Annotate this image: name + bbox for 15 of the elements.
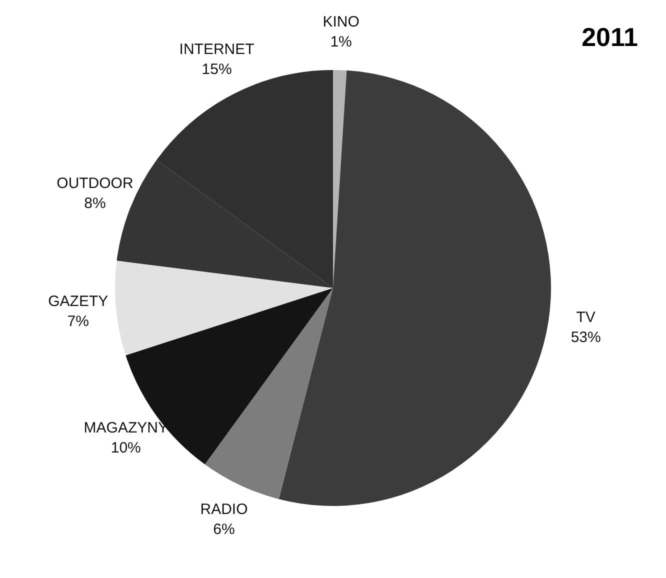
chart-title: 2011 — [582, 22, 638, 53]
slice-label: KINO — [322, 13, 360, 30]
data-label: 10% — [110, 440, 141, 457]
data-label: 53% — [570, 329, 601, 346]
slice-label: GAZETY — [48, 293, 108, 310]
data-label: 8% — [84, 194, 106, 212]
data-label: 7% — [67, 313, 89, 330]
data-label: 6% — [213, 520, 235, 538]
slice-label: INTERNET — [179, 41, 254, 58]
slice-label: MAGAZYNY — [84, 420, 168, 437]
slice-label: TV — [576, 309, 596, 326]
data-label: 15% — [202, 61, 232, 78]
data-label: 1% — [330, 33, 352, 50]
slice-label: RADIO — [200, 500, 248, 518]
slice-label: OUTDOOR — [56, 174, 134, 192]
